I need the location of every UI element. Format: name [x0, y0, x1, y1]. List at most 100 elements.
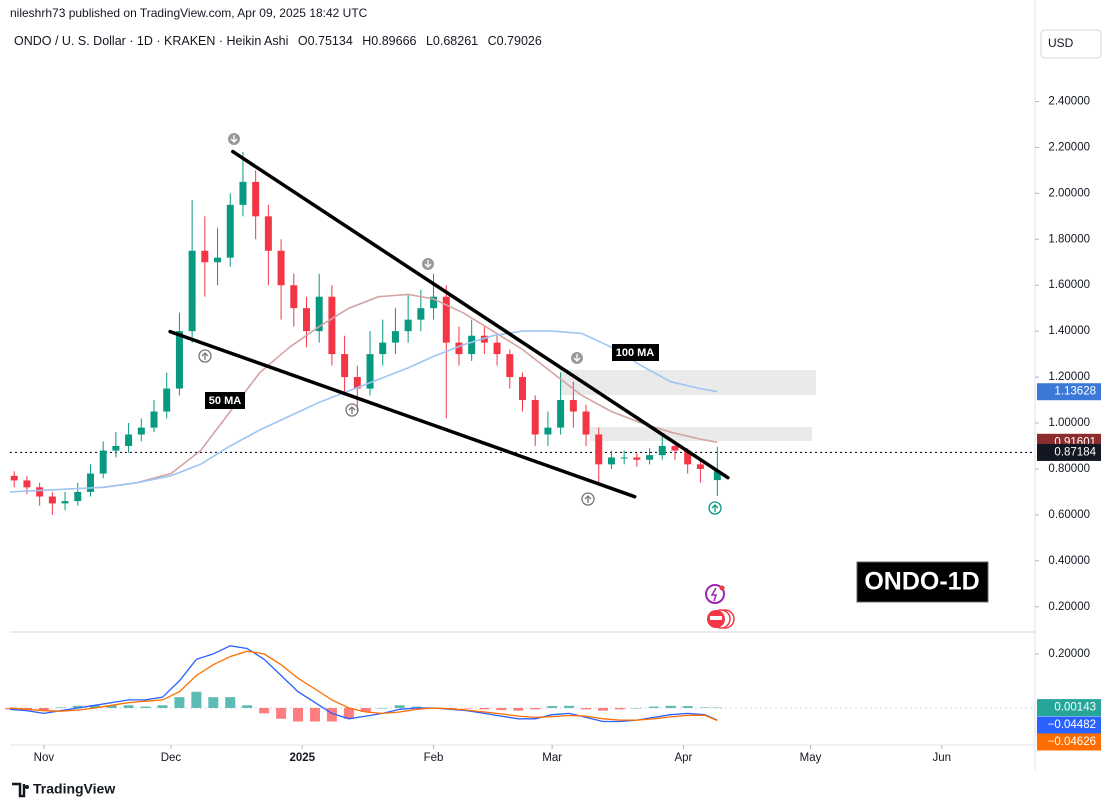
ma-label-box: [612, 344, 659, 361]
candle-body: [328, 296, 336, 355]
resistance-zone: [590, 427, 812, 441]
histogram-bar: [293, 707, 304, 722]
candle-body: [252, 181, 260, 217]
histogram-bar: [682, 706, 693, 708]
candle-body: [519, 377, 526, 401]
currency-button-frame[interactable]: [1040, 29, 1102, 59]
y-tick-label: 1.20000: [1048, 371, 1090, 383]
candle-body: [201, 250, 209, 263]
candle-body: [391, 331, 399, 343]
resistance-zone: [560, 370, 816, 395]
histogram-bar: [513, 707, 524, 711]
candle-body: [633, 457, 641, 460]
histogram-bar: [157, 705, 168, 708]
brand-name: TradingView: [33, 781, 115, 797]
symbol: ONDO / U. S. Dollar · 1D · KRAKEN · Heik…: [14, 34, 288, 48]
publisher-line: nileshrh73 published on TradingView.com,…: [10, 6, 368, 20]
candle-body: [658, 445, 666, 456]
candle-body: [188, 250, 196, 332]
histogram-bar: [597, 707, 608, 711]
candle-body: [163, 388, 171, 412]
chart-tag-box: [856, 561, 989, 603]
histogram-bar: [581, 707, 592, 710]
candle-body: [696, 464, 704, 469]
histogram-bar: [496, 707, 507, 711]
histogram-bar: [123, 705, 134, 708]
histogram-bar: [242, 705, 253, 708]
histogram-bar: [547, 706, 558, 708]
histogram-bar: [665, 705, 676, 708]
symbol-line: ONDO / U. S. Dollar · 1D · KRAKEN · Heik…: [14, 34, 542, 48]
candle-body: [620, 457, 628, 459]
candle-body: [582, 411, 590, 435]
histogram-bar: [106, 705, 117, 708]
price-label-box: [1037, 699, 1101, 717]
candle-body: [239, 181, 247, 205]
histogram-bar: [377, 707, 388, 709]
candle-body: [290, 285, 298, 309]
histogram-bar: [309, 707, 320, 722]
candle-body: [175, 331, 183, 389]
candle-body: [506, 354, 514, 378]
candle-body: [150, 411, 158, 428]
price-label: 0.87184: [1054, 446, 1096, 458]
candle-body: [74, 491, 82, 502]
y-tick-label: 0.60000: [1048, 509, 1090, 521]
histogram-bar: [462, 707, 473, 709]
candle-body: [480, 335, 488, 343]
candle-body: [430, 296, 438, 309]
histogram-bar: [89, 705, 100, 708]
y-tick-label: 1.40000: [1048, 325, 1090, 337]
currency-button[interactable]: USD: [1040, 29, 1102, 59]
candle-body: [61, 501, 69, 504]
candle-body: [468, 335, 476, 355]
candle-body: [315, 296, 323, 332]
candle-body: [569, 400, 577, 412]
candle-body: [646, 455, 654, 460]
candle-body: [125, 434, 133, 446]
arrow-markers: [198, 133, 722, 515]
candle-body: [442, 296, 450, 343]
candle-body: [48, 496, 56, 504]
candle-body: [544, 427, 552, 435]
x-tick-label: May: [800, 752, 822, 764]
candle-body: [684, 450, 692, 465]
currency-button-label[interactable]: USD: [1048, 36, 1074, 50]
histogram-bar: [140, 706, 151, 708]
x-tick-label: Apr: [674, 752, 692, 764]
histogram-bar: [55, 707, 66, 708]
y-tick-label: 2.00000: [1048, 187, 1090, 199]
price-label-box: [1037, 716, 1101, 734]
y-tick-label: 0.80000: [1048, 463, 1090, 475]
price-label: 1.13628: [1054, 386, 1096, 398]
ohlc-value: 0.89666: [371, 34, 416, 48]
ma-label: 50 MA: [209, 395, 241, 407]
ohlc-value: 0.75134: [308, 34, 353, 48]
histogram-bar: [699, 707, 710, 708]
candle-body: [214, 257, 222, 263]
y-tick-label: 2.40000: [1048, 96, 1090, 108]
candle-body: [607, 457, 615, 465]
candle-body: [531, 400, 539, 435]
candle-body: [226, 204, 234, 258]
event-icons: [705, 584, 735, 629]
histogram-bar: [225, 697, 236, 708]
x-tick-label: Dec: [161, 752, 182, 764]
x-tick-label: 2025: [289, 752, 315, 764]
histogram-bar: [712, 707, 723, 709]
macd-line: [9, 650, 718, 722]
histogram-bar: [411, 706, 422, 708]
y-tick-label: 0.20000: [1048, 601, 1090, 613]
ohlc-label: O: [298, 34, 308, 48]
price-label-box: [1037, 443, 1101, 461]
candle-body: [493, 342, 501, 355]
histogram-bar: [564, 705, 575, 708]
y-tick-label: 0.20000: [1048, 648, 1090, 660]
x-tick-label: Nov: [34, 752, 55, 764]
ma-label-box: [205, 392, 245, 409]
candle-body: [341, 354, 349, 378]
histogram-bar: [72, 705, 83, 708]
macd-line: [9, 645, 718, 723]
price-label: 0.00143: [1054, 702, 1096, 714]
price-label: −0.04626: [1048, 736, 1096, 748]
